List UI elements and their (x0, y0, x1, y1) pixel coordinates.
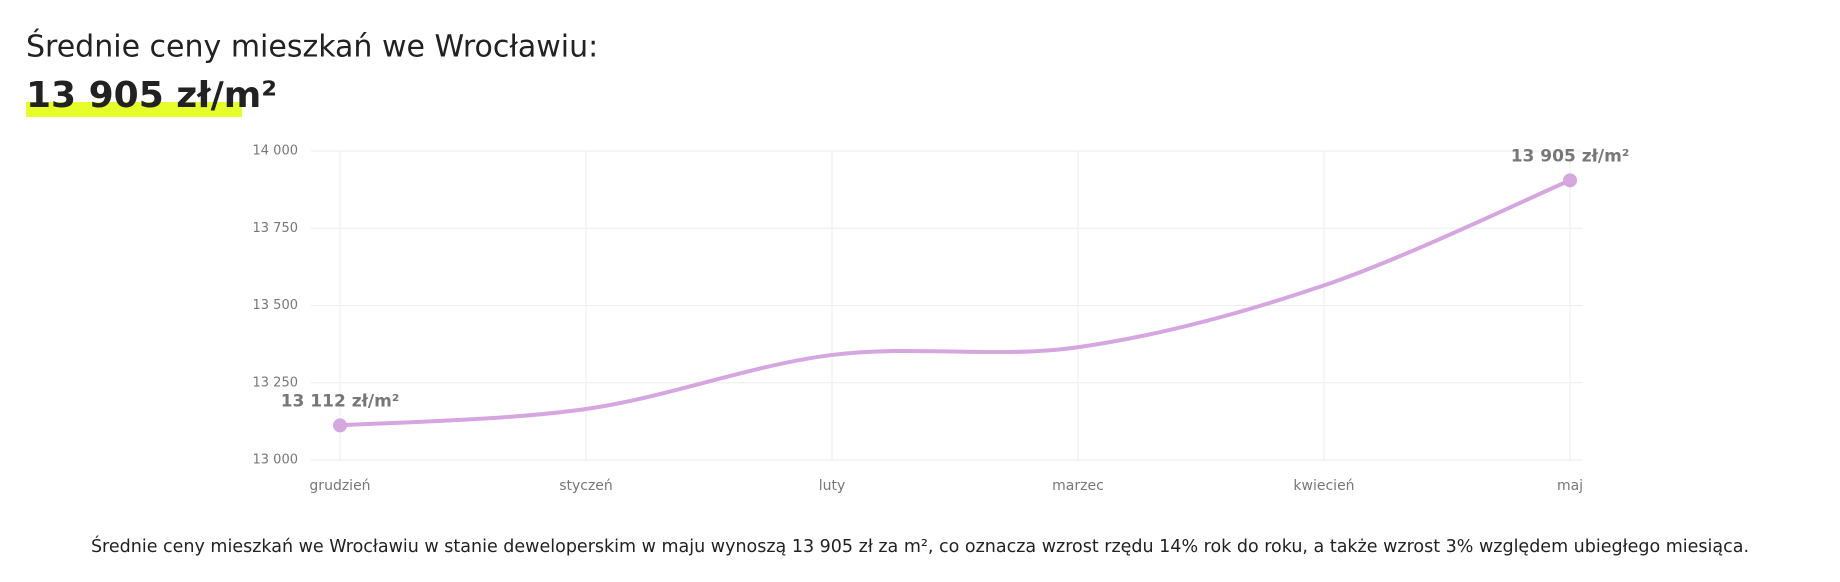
chart-title: Średnie ceny mieszkań we Wrocławiu: (26, 28, 598, 65)
y-tick-label: 13 750 (253, 221, 299, 236)
data-label: 13 905 zł/m² (1511, 146, 1630, 166)
x-tick-label: luty (819, 478, 846, 494)
y-tick-label: 13 250 (253, 375, 299, 390)
x-tick-label: maj (1557, 478, 1583, 494)
x-tick-label: styczeń (559, 478, 613, 494)
data-label: 13 112 zł/m² (281, 391, 400, 411)
point (333, 418, 347, 433)
x-tick-label: grudzień (309, 478, 370, 494)
headline-price: 13 905 zł/m² (26, 75, 277, 116)
point (1563, 173, 1577, 188)
y-tick-label: 13 000 (253, 453, 299, 468)
y-tick-label: 13 500 (253, 298, 299, 313)
highlight (26, 102, 242, 117)
caption: Średnie ceny mieszkań we Wrocławiu w sta… (91, 535, 1749, 557)
x-tick-label: kwiecień (1293, 478, 1354, 494)
y-tick-label: 14 000 (253, 144, 299, 159)
price-line (338, 178, 1572, 428)
x-tick-label: marzec (1052, 478, 1104, 494)
